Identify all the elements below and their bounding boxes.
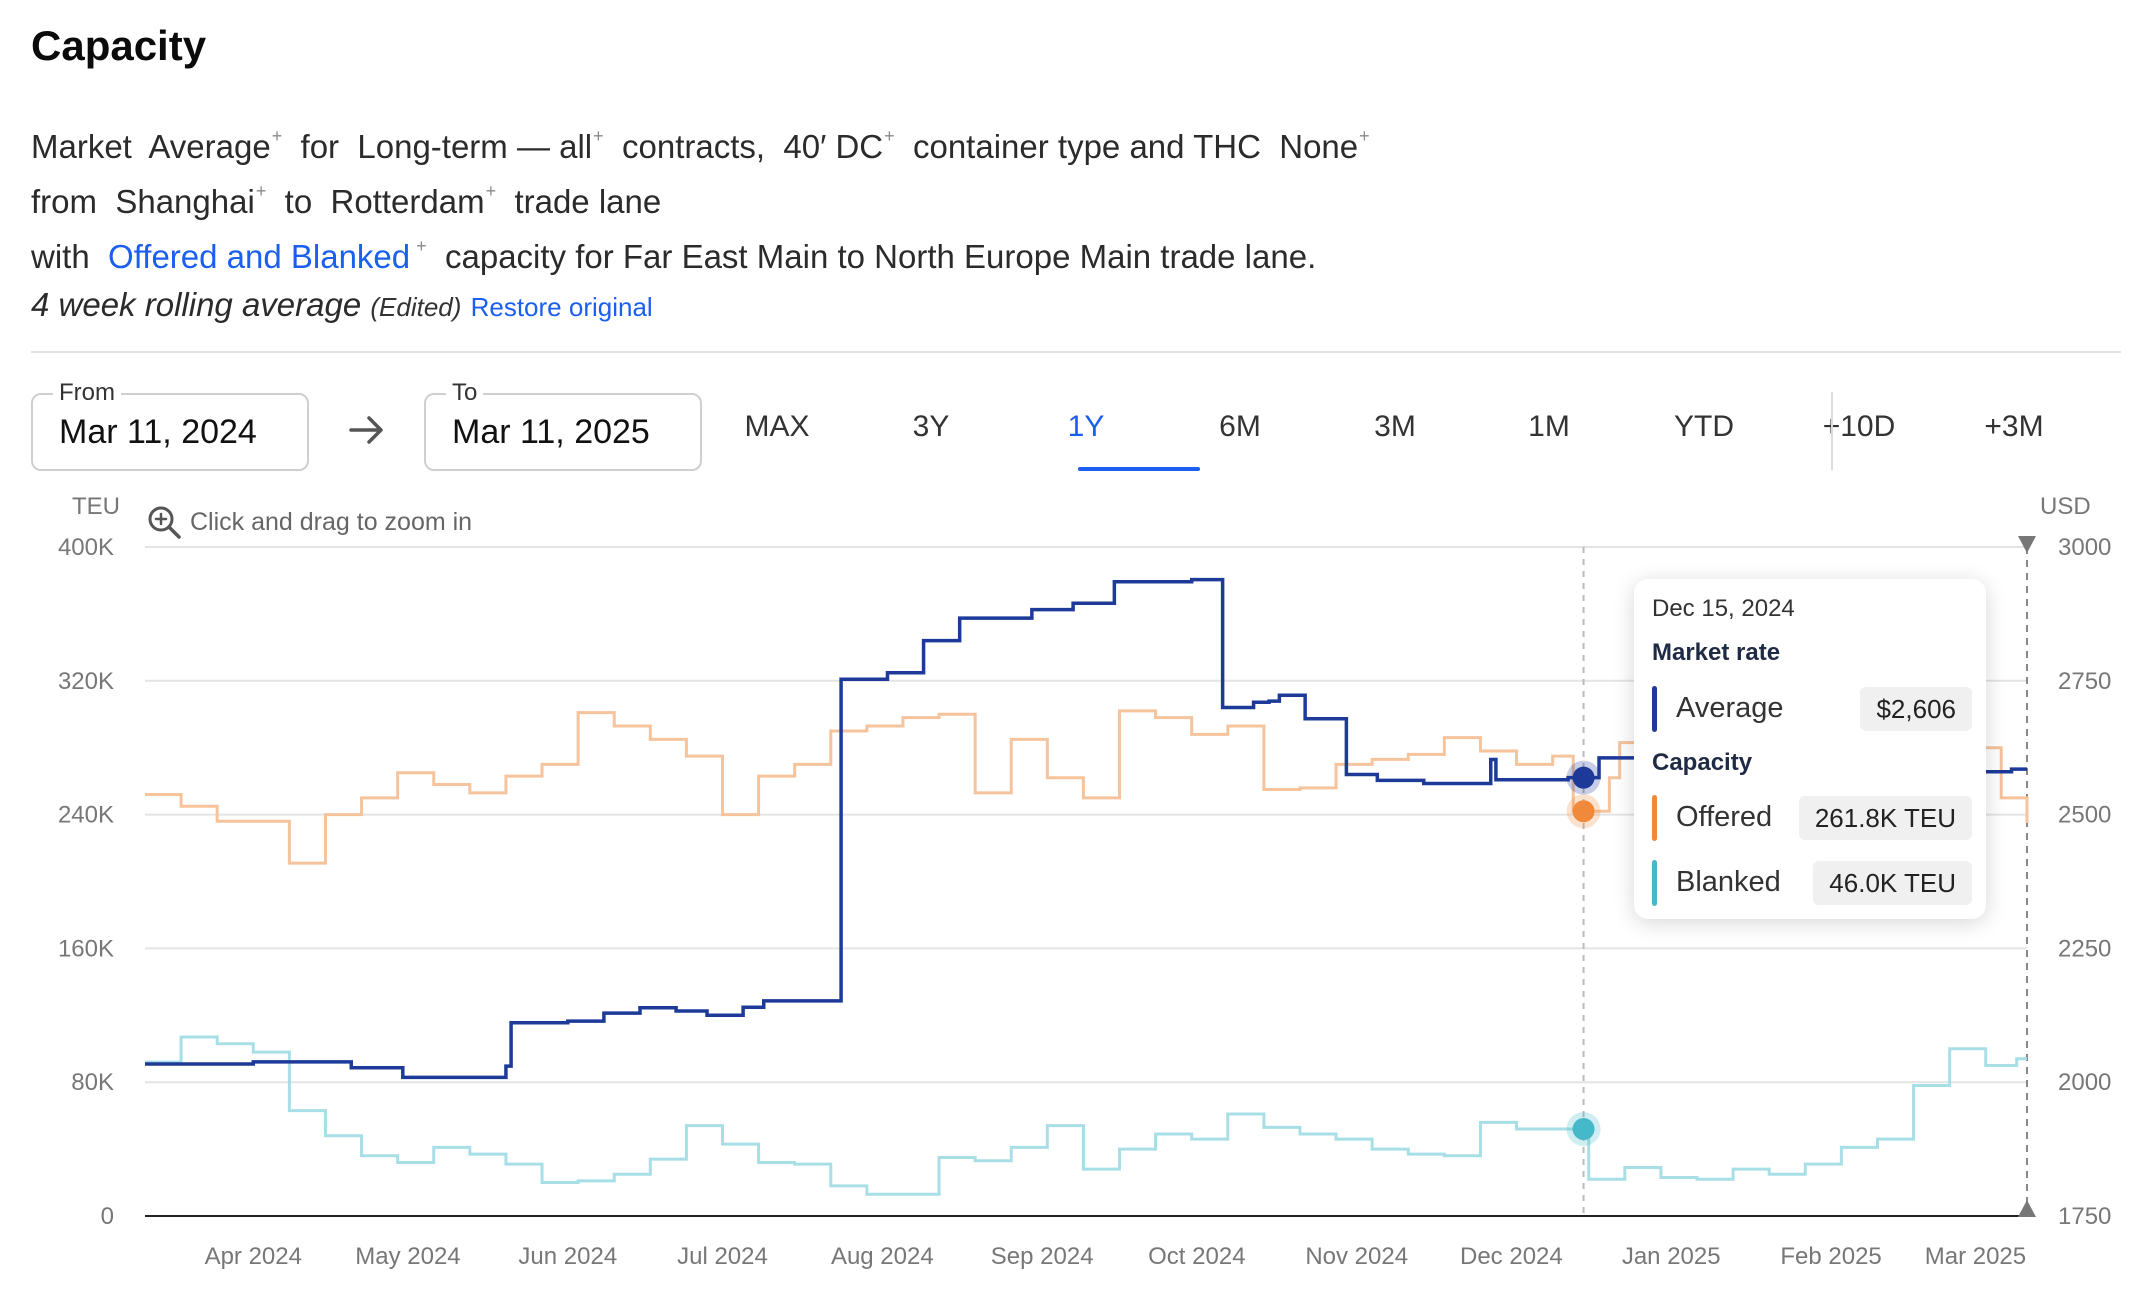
tooltip-offered-label: Offered — [1676, 801, 1773, 833]
right-axis-unit: USD — [2040, 493, 2091, 520]
tooltip-average-label: Average — [1676, 692, 1784, 724]
left-axis-unit: TEU — [72, 493, 120, 520]
hover-dot-blanked — [1572, 1118, 1595, 1141]
tooltip-row-offered: Offered 261.8K TEU — [1652, 793, 1972, 843]
range-button-3y[interactable]: 3Y — [912, 410, 950, 443]
edit-marker[interactable]: + — [884, 126, 895, 146]
description-text: Market Average — [31, 128, 271, 165]
tooltip-blanked-value: 46.0K TEU — [1813, 861, 1972, 905]
divider — [31, 351, 2121, 353]
average-color-bar — [1652, 686, 1657, 732]
description-text: trade lane — [496, 183, 662, 220]
range-button-plus-3m[interactable]: +3M — [1984, 410, 2044, 443]
right-axis-tick-label: 2250 — [2058, 935, 2111, 962]
left-axis-tick-label: 400K — [58, 534, 114, 561]
description-text: contracts, 40′ DC — [603, 128, 884, 165]
tooltip-row-average: Average $2,606 — [1652, 684, 1972, 734]
edit-marker[interactable]: + — [411, 236, 427, 256]
range-button-ytd[interactable]: YTD — [1674, 410, 1734, 443]
range-button-1y[interactable]: 1Y — [1067, 410, 1105, 443]
edit-marker[interactable]: + — [1359, 126, 1370, 146]
restore-original-link[interactable]: Restore original — [470, 292, 653, 322]
edit-marker[interactable]: + — [255, 181, 267, 201]
tooltip-capacity-heading: Capacity — [1652, 749, 1753, 776]
x-axis-tick-label: Mar 2025 — [1925, 1243, 2026, 1270]
description-text: capacity for Far East Main to North Euro… — [426, 238, 1317, 275]
description-line-3: with Offered and Blanked + capacity for … — [31, 226, 1370, 281]
rolling-average-label[interactable]: 4 week rolling average — [31, 286, 362, 323]
to-date-label: To — [446, 379, 484, 407]
description-line-2: from Shanghai+ to Rotterdam+ trade lane — [31, 171, 1370, 226]
left-axis-tick-label: 320K — [58, 668, 114, 695]
x-axis-tick-label: Feb 2025 — [1780, 1243, 1881, 1270]
from-date-value: Mar 11, 2024 — [59, 413, 257, 451]
capacity-type-link[interactable]: Offered and Blanked — [108, 238, 411, 275]
tooltip-average-value: $2,606 — [1860, 687, 1972, 731]
left-axis-tick-label: 240K — [58, 802, 114, 829]
description-line-4: 4 week rolling average (Edited) Restore … — [31, 281, 1370, 331]
x-axis-tick-label: Sep 2024 — [991, 1243, 1094, 1270]
right-axis-tick-label: 2500 — [2058, 802, 2111, 829]
x-axis-tick-label: Apr 2024 — [205, 1243, 302, 1270]
zoom-in-icon — [148, 506, 181, 539]
description-text: with — [31, 238, 109, 275]
hover-dot-average — [1572, 766, 1595, 789]
range-button-3m[interactable]: 3M — [1374, 410, 1416, 443]
edit-marker[interactable]: + — [485, 181, 497, 201]
chart-description: Market Average+ for Long-term — all+ con… — [31, 116, 1370, 331]
offered-color-bar — [1652, 795, 1657, 841]
blanked-color-bar — [1652, 860, 1657, 906]
description-line-1: Market Average+ for Long-term — all+ con… — [31, 116, 1370, 171]
description-text: for Long-term — all — [282, 128, 593, 165]
boundary-top-marker — [2018, 536, 2036, 553]
edit-marker[interactable]: + — [271, 126, 283, 146]
to-date-value: Mar 11, 2025 — [452, 413, 650, 451]
left-axis-tick-label: 160K — [58, 935, 114, 962]
description-text: container type and THC None — [894, 128, 1359, 165]
x-axis-tick-label: Aug 2024 — [831, 1243, 934, 1270]
range-button-plus-10d[interactable]: +10D — [1822, 410, 1896, 443]
edited-label: (Edited) — [370, 292, 462, 322]
page-title: Capacity — [31, 22, 207, 69]
to-date-field[interactable]: To Mar 11, 2025 — [424, 379, 702, 471]
x-axis-tick-label: Oct 2024 — [1148, 1243, 1245, 1270]
chart-tooltip: Dec 15, 2024 Market rate Average $2,606 … — [1634, 579, 1986, 919]
boundary-bottom-marker — [2018, 1200, 2036, 1217]
tooltip-market-rate-heading: Market rate — [1652, 639, 1781, 666]
tooltip-row-blanked: Blanked 46.0K TEU — [1652, 858, 1972, 908]
left-axis-tick-label: 80K — [71, 1069, 114, 1096]
tooltip-date: Dec 15, 2024 — [1652, 595, 1795, 622]
right-axis-tick-label: 2000 — [2058, 1069, 2111, 1096]
zoom-hint-text: Click and drag to zoom in — [190, 507, 473, 536]
right-axis-tick-label: 2750 — [2058, 668, 2111, 695]
x-axis-tick-label: Dec 2024 — [1460, 1243, 1563, 1270]
x-axis-tick-label: Jul 2024 — [677, 1243, 768, 1270]
active-range-underline — [1078, 467, 1200, 471]
right-axis-tick-label: 3000 — [2058, 534, 2111, 561]
x-axis-tick-label: May 2024 — [355, 1243, 460, 1270]
from-date-label: From — [53, 379, 121, 407]
description-text: from Shanghai — [31, 183, 255, 220]
zoom-hint: Click and drag to zoom in — [146, 502, 472, 542]
range-button-1m[interactable]: 1M — [1528, 410, 1570, 443]
tooltip-blanked-label: Blanked — [1676, 866, 1781, 898]
range-button-max[interactable]: MAX — [744, 410, 810, 443]
arrow-right-icon — [349, 416, 383, 444]
left-axis-tick-label: 0 — [101, 1203, 114, 1230]
range-button-6m[interactable]: 6M — [1219, 410, 1261, 443]
tooltip-offered-value: 261.8K TEU — [1798, 796, 1972, 840]
x-axis-tick-label: Nov 2024 — [1305, 1243, 1408, 1270]
x-axis-tick-label: Jun 2024 — [518, 1243, 617, 1270]
right-axis-tick-label: 1750 — [2058, 1203, 2111, 1230]
series-line-blanked — [145, 1035, 2027, 1196]
edit-marker[interactable]: + — [593, 126, 604, 146]
range-separator — [1831, 392, 1833, 470]
x-axis-tick-label: Jan 2025 — [1622, 1243, 1721, 1270]
description-text: to Rotterdam — [266, 183, 485, 220]
from-date-field[interactable]: From Mar 11, 2024 — [31, 379, 309, 471]
hover-dot-offered — [1572, 800, 1595, 823]
